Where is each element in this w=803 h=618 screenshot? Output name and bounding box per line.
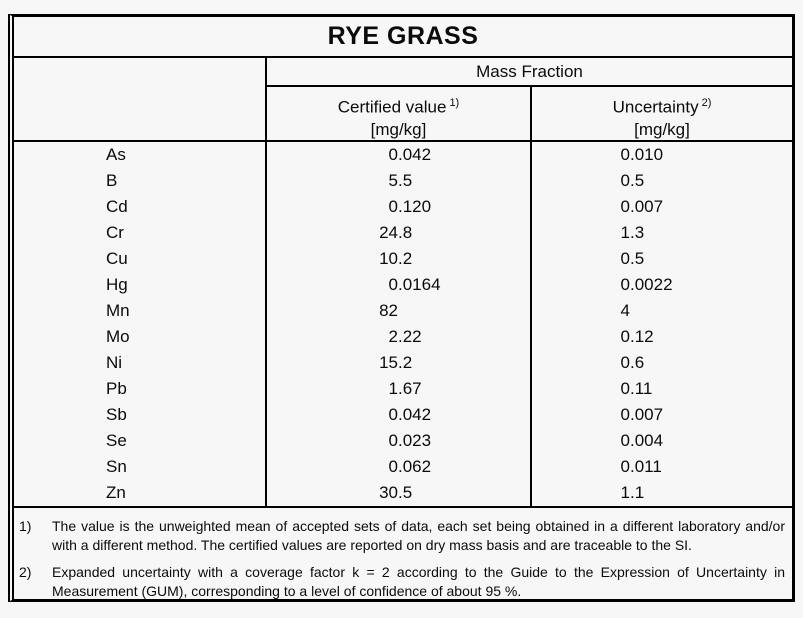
uncertainty-value: 0.5 bbox=[530, 246, 792, 272]
column-header-row: Certified value 1) [mg/kg] Uncertainty 2) … bbox=[14, 87, 792, 142]
column-header-label: Uncertainty bbox=[612, 97, 699, 117]
group-header-mass-fraction: Mass Fraction bbox=[265, 58, 792, 87]
certified-value: 0.120 bbox=[265, 194, 530, 220]
empty-corner-cell bbox=[14, 58, 265, 87]
certified-value: 0.062 bbox=[265, 454, 530, 480]
data-rows: As 0.042 0.010 B 5.5 0.5 Cd 0.120 0.007 … bbox=[14, 142, 792, 508]
certificate-table: RYE GRASS Mass Fraction Certified value 1… bbox=[8, 14, 795, 602]
uncertainty-value: 1.3 bbox=[530, 220, 792, 246]
certified-value: 0.042 bbox=[265, 402, 530, 428]
element-symbol: Mn bbox=[106, 301, 130, 320]
element-symbol: Cd bbox=[106, 197, 128, 216]
element-symbol: Cu bbox=[106, 249, 128, 268]
certified-value: 1.67 bbox=[265, 376, 530, 402]
table-title: RYE GRASS bbox=[14, 17, 792, 58]
certified-value: 15.2 bbox=[265, 350, 530, 376]
uncertainty-value: 0.011 bbox=[530, 454, 792, 480]
certified-value: 2.22 bbox=[265, 324, 530, 350]
element-symbol: Zn bbox=[106, 483, 126, 502]
element-symbol: Pb bbox=[106, 379, 127, 398]
uncertainty-value: 0.007 bbox=[530, 194, 792, 220]
element-symbol: Sb bbox=[106, 405, 127, 424]
element-symbol: As bbox=[106, 145, 126, 164]
uncertainty-value: 0.6 bbox=[530, 350, 792, 376]
certified-value: 24.8 bbox=[265, 220, 530, 246]
element-symbol: Hg bbox=[106, 275, 128, 294]
uncertainty-value: 0.0022 bbox=[530, 272, 792, 298]
uncertainty-value: 4 bbox=[530, 298, 792, 324]
certified-value: 10.2 bbox=[265, 246, 530, 272]
element-symbol: B bbox=[106, 171, 118, 190]
footnote-text: Expanded uncertainty with a coverage fac… bbox=[52, 564, 785, 599]
element-symbol: Ni bbox=[106, 353, 123, 372]
column-header-label-line: Uncertainty 2) bbox=[532, 92, 792, 119]
element-symbol: Cr bbox=[106, 223, 124, 242]
uncertainty-value: 0.004 bbox=[530, 428, 792, 454]
certified-value: 30.5 bbox=[265, 480, 530, 506]
footnote-marker: 2) bbox=[19, 564, 32, 580]
footnote: 2) Expanded uncertainty with a coverage … bbox=[18, 563, 785, 601]
footnote-marker: 1) bbox=[19, 518, 32, 534]
footnote: 1) The value is the unweighted mean of a… bbox=[18, 517, 785, 555]
uncertainty-value: 0.12 bbox=[530, 324, 792, 350]
column-header-unit: [mg/kg] bbox=[370, 119, 427, 139]
element-symbol: Mo bbox=[106, 327, 130, 346]
certified-value: 5.5 bbox=[265, 168, 530, 194]
certified-value: 0.0164 bbox=[265, 272, 530, 298]
certified-value: 82 bbox=[265, 298, 530, 324]
uncertainty-value: 1.1 bbox=[530, 480, 792, 506]
column-header-certified-value: Certified value 1) [mg/kg] bbox=[265, 87, 530, 141]
element-symbol: Sn bbox=[106, 457, 127, 476]
column-header-uncertainty: Uncertainty 2) [mg/kg] bbox=[530, 87, 792, 141]
group-header-row: Mass Fraction bbox=[14, 58, 792, 87]
uncertainty-value: 0.010 bbox=[530, 142, 792, 168]
certified-value: 0.042 bbox=[265, 142, 530, 168]
footnote-text: The value is the unweighted mean of acce… bbox=[52, 518, 785, 553]
uncertainty-value: 0.11 bbox=[530, 376, 792, 402]
empty-corner-cell bbox=[14, 87, 265, 141]
column-header-label-line: Certified value 1) bbox=[267, 92, 530, 119]
footnote-ref-2: 2) bbox=[701, 97, 712, 109]
certified-value: 0.023 bbox=[265, 428, 530, 454]
uncertainty-value: 0.007 bbox=[530, 402, 792, 428]
column-header-label: Certified value bbox=[337, 97, 447, 117]
element-symbol: Se bbox=[106, 431, 127, 450]
footnote-ref-1: 1) bbox=[449, 97, 460, 109]
uncertainty-value: 0.5 bbox=[530, 168, 792, 194]
column-header-unit: [mg/kg] bbox=[634, 119, 690, 139]
footnotes-section: 1) The value is the unweighted mean of a… bbox=[14, 508, 792, 609]
